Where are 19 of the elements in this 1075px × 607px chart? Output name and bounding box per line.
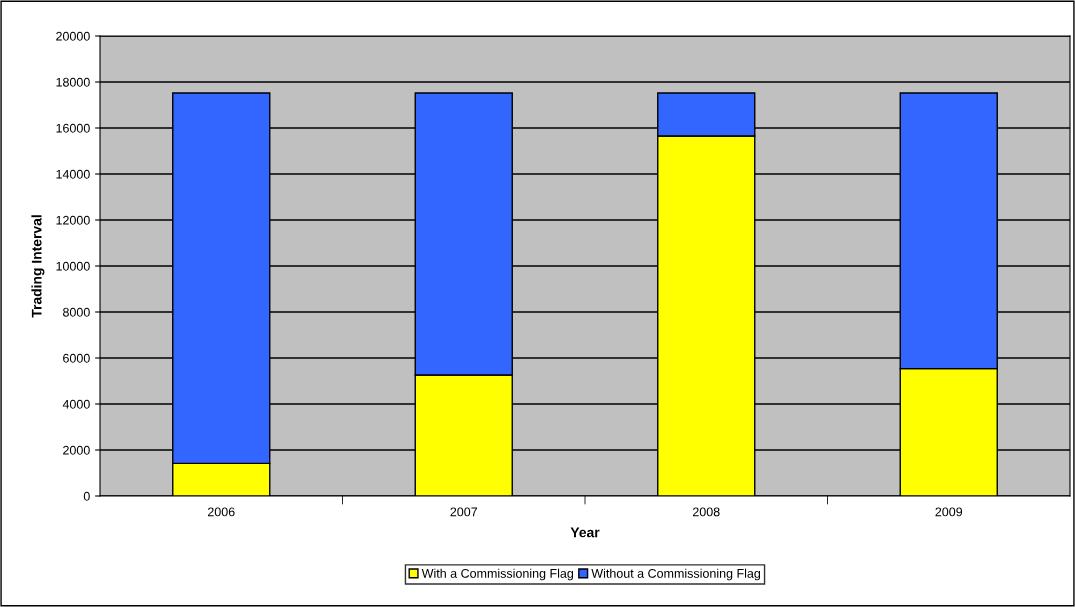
y-tick-label: 14000 [56, 169, 90, 179]
legend-label: With a Commissioning Flag [421, 568, 574, 581]
y-tick-label: 2000 [63, 445, 90, 455]
x-tick-label: 2007 [450, 507, 478, 517]
x-tick-label: 2008 [692, 507, 720, 517]
y-tick-label: 0 [83, 491, 90, 501]
y-axis-title: Trading Interval [31, 215, 45, 318]
y-tick-label: 20000 [56, 31, 90, 41]
y-tick-label: 16000 [56, 123, 90, 133]
x-axis-title: Year [570, 527, 600, 538]
legend-label: Without a Commissioning Flag [591, 568, 761, 581]
y-tick-label: 6000 [63, 353, 90, 363]
x-tick-label: 2009 [935, 507, 963, 517]
y-tick-label: 18000 [56, 77, 90, 87]
y-tick-label: 4000 [62, 399, 90, 409]
y-tick-label: 8000 [63, 307, 90, 317]
x-tick-label: 2006 [207, 507, 235, 517]
y-tick-label: 10000 [56, 261, 90, 271]
y-tick-label: 12000 [56, 215, 90, 225]
